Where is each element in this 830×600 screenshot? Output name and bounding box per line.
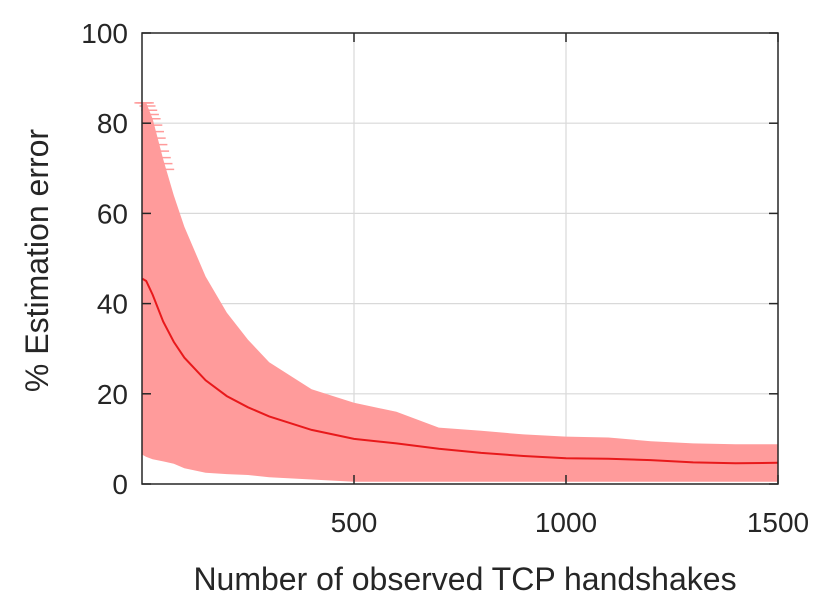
y-axis-label: % Estimation error [19,129,55,393]
y-tick-label: 20 [97,379,128,410]
error-band-area [142,102,778,482]
x-tick-label: 1500 [747,507,809,538]
axis-ticks: 500 1000 1500 0 20 40 60 80 100 [81,18,809,538]
y-tick-label: 80 [97,108,128,139]
plot-frame [141,32,779,485]
y-tick-label: 60 [97,198,128,229]
mean-line [141,277,779,465]
y-tick-label: 0 [112,469,128,500]
error-band [134,102,778,482]
x-axis-label: Number of observed TCP handshakes [193,561,736,597]
x-tick-label: 1000 [535,507,597,538]
y-tick-label: 100 [81,18,128,49]
mean-series-line [141,277,779,465]
x-tick-label: 500 [331,507,378,538]
y-tick-label: 40 [97,289,128,320]
